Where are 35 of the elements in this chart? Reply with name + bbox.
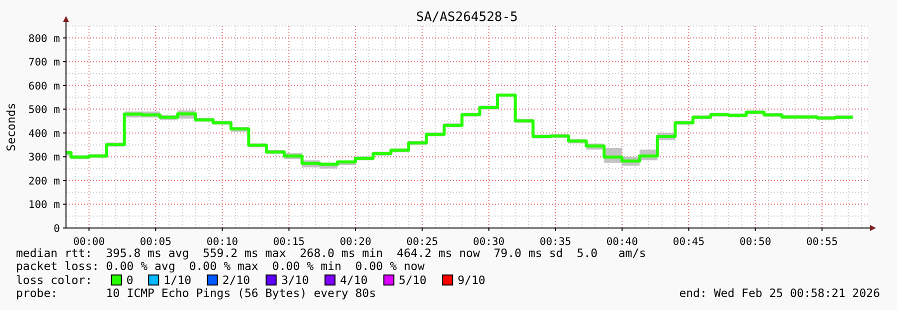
x-tick-label: 00:45 [672, 236, 705, 248]
x-tick-label: 00:05 [140, 236, 172, 248]
chart-title: SA/AS264528-5 [416, 10, 518, 25]
legend-label: 5/10 [398, 273, 427, 287]
y-tick-label: 200 m [28, 175, 60, 188]
text: median rtt: 395.8 ms avg 559.2 ms max 268.0 ms min 464.2 ms now 79.0 ms sd 5.0 am/s [16, 246, 646, 260]
y-tick-label: 800 m [28, 32, 60, 45]
text: packet loss: 0.00 % avg 0.00 % max 0.00 % min 0.00 % now [16, 259, 425, 273]
x-tick-label: 00:00 [73, 236, 105, 248]
y-tick-label: 100 m [28, 199, 60, 212]
y-tick-label: 0 [54, 223, 60, 235]
x-tick-label: 00:20 [340, 236, 372, 248]
legend-label: 0 [126, 273, 134, 287]
legend-label: 1/10 [164, 273, 192, 287]
y-tick-label: 600 m [28, 80, 60, 92]
legend-label: 9/10 [458, 273, 486, 287]
x-tick-label: 00:10 [206, 236, 238, 248]
y-tick-label: 500 m [28, 104, 60, 116]
text: probe: 10 ICMP Echo Pings (56 Bytes) every 80s [16, 286, 376, 300]
x-tick-label: 00:30 [473, 236, 505, 248]
x-tick-label: 00:35 [540, 236, 572, 248]
x-tick-label: 00:15 [273, 236, 305, 248]
y-tick-label: 700 m [28, 56, 60, 69]
legend-label: 4/10 [340, 273, 368, 287]
y-tick-label: 400 m [28, 128, 60, 140]
legend-label: 2/10 [222, 273, 250, 287]
x-tick-label: 00:25 [406, 236, 438, 248]
text: end: Wed Feb 25 00:58:21 2026 [679, 286, 880, 300]
legend-label: 3/10 [281, 273, 309, 287]
x-tick-label: 00:40 [606, 236, 638, 248]
x-tick-label: 00:55 [806, 236, 838, 248]
y-axis-title: Seconds [4, 102, 18, 152]
legend-title: loss color: [16, 273, 92, 287]
x-tick-label: 00:50 [740, 236, 772, 248]
y-tick-label: 300 m [28, 152, 60, 164]
